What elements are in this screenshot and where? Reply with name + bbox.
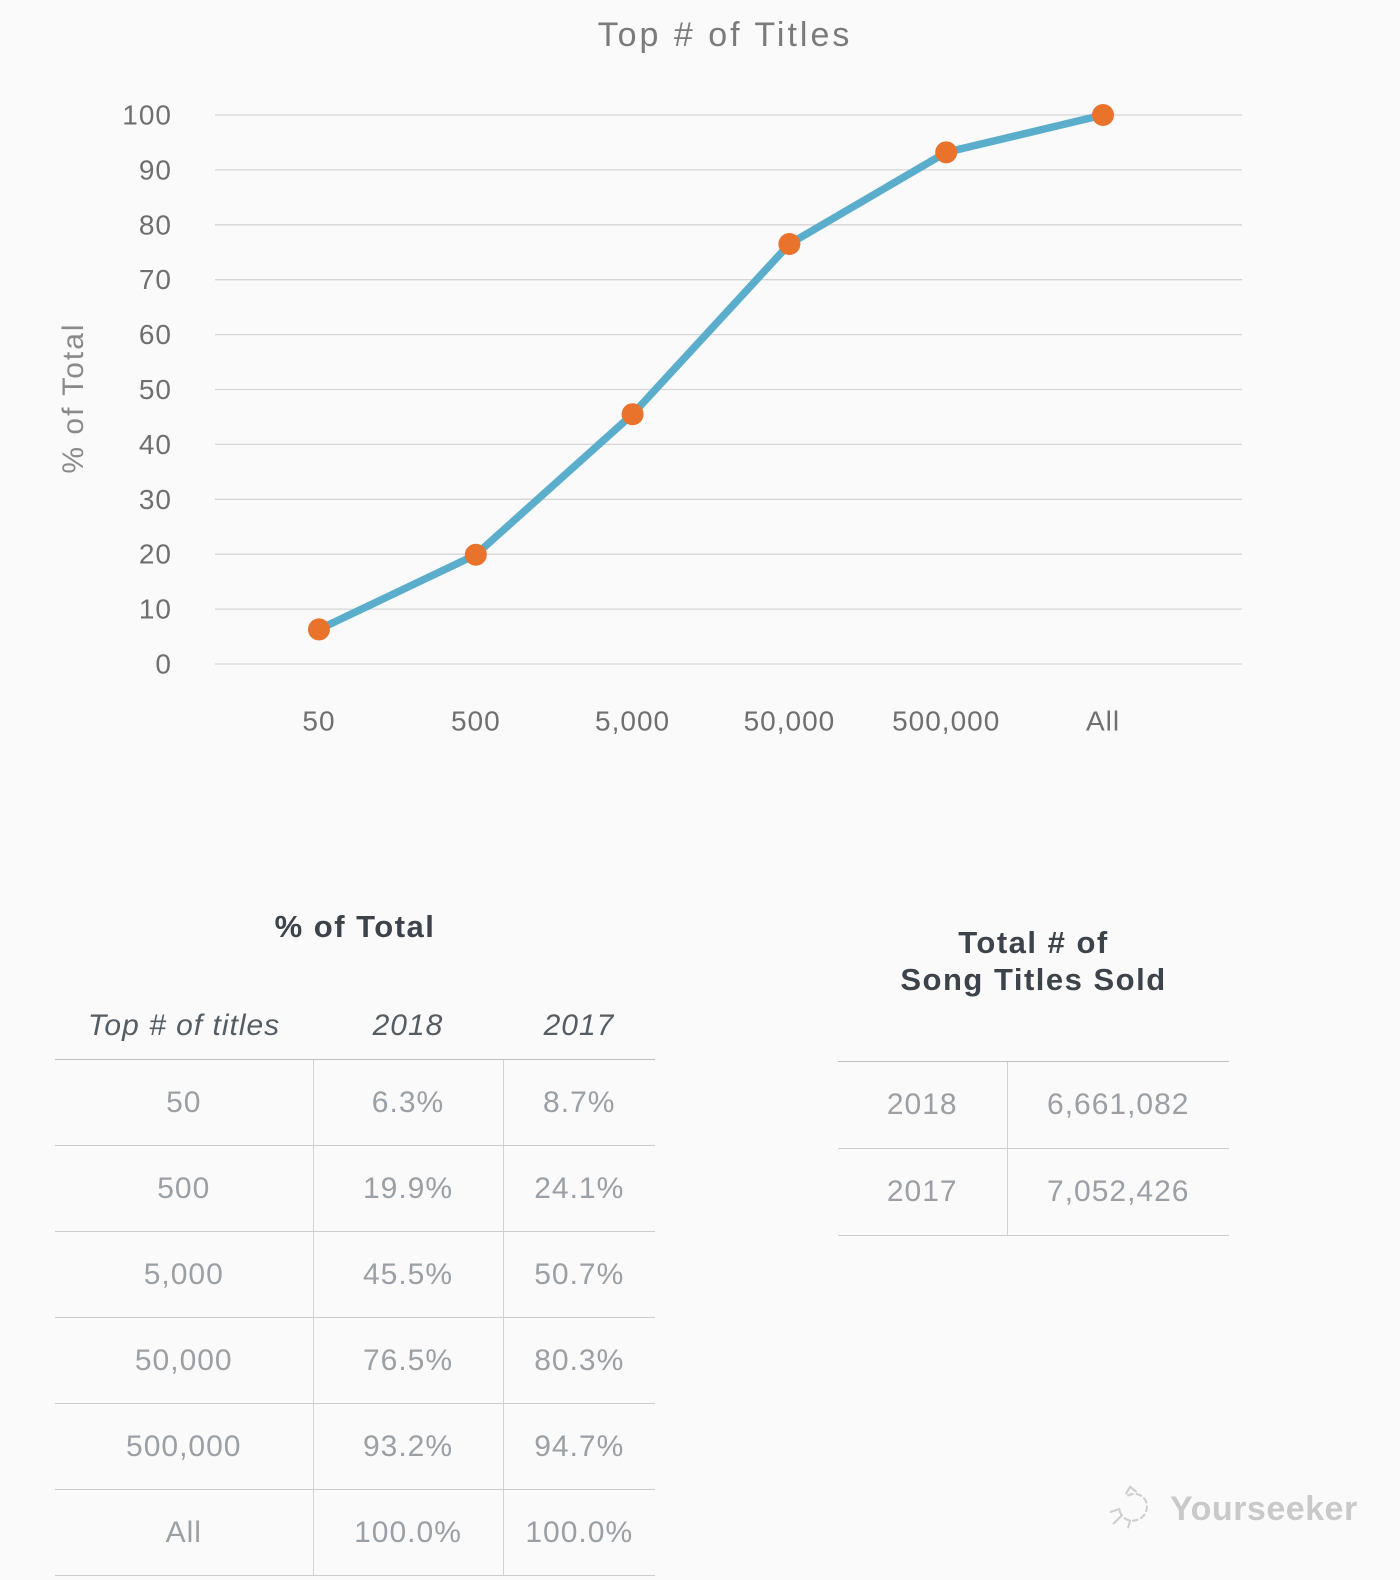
pct-col-header-2017: 2017 (503, 992, 655, 1060)
y-tick-label: 10 (139, 594, 172, 625)
data-point-marker (1092, 104, 1114, 126)
y-tick-label: 50 (139, 374, 172, 405)
value-2018: 93.2% (312, 1403, 503, 1490)
y-tick-label: 100 (122, 100, 172, 131)
total-value: 6,661,082 (1006, 1061, 1229, 1149)
line-chart-plot: 0 10 20 30 40 50 60 70 80 90 100 50 500 5,000 50,000 50… (122, 100, 1242, 737)
value-2017: 8.7% (502, 1059, 655, 1146)
total-value: 7,052,426 (1006, 1148, 1229, 1236)
yourseeker-watermark: Yourseeker (1104, 1480, 1358, 1538)
data-point-marker (464, 543, 487, 566)
y-tick-label: 30 (139, 484, 172, 515)
value-2018: 100.0% (312, 1489, 503, 1576)
pct-table-title: % of Total (274, 909, 436, 944)
value-2017: 100.0% (502, 1489, 655, 1576)
value-2017: 24.1% (502, 1145, 655, 1232)
value-2017: 94.7% (502, 1403, 655, 1490)
x-tick-label: All (1086, 706, 1120, 737)
row-label: 5,000 (55, 1231, 313, 1318)
totals-table: 2018 6,661,082 2017 7,052,426 (838, 1061, 1229, 1236)
row-label: 500,000 (55, 1403, 313, 1490)
y-tick-label: 20 (139, 539, 172, 570)
pct-table-header-row: Top # of titles 2018 2017 (55, 992, 655, 1060)
pct-of-total-table-block: % of Total Top # of titles 2018 2017 50 … (55, 908, 655, 1576)
table-row: 2017 7,052,426 (838, 1148, 1229, 1236)
table-row: 2018 6,661,082 (838, 1061, 1229, 1149)
totals-table-block: Total # of Song Titles Sold 2018 6,661,0… (838, 908, 1229, 1236)
y-tick-label: 0 (155, 649, 172, 680)
value-2018: 45.5% (312, 1231, 503, 1318)
row-label: 50,000 (55, 1317, 313, 1404)
table-row: 500,000 93.2% 94.7% (55, 1403, 655, 1490)
value-2017: 50.7% (502, 1231, 655, 1318)
yourseeker-logo-icon (1109, 1485, 1148, 1529)
year-label: 2018 (838, 1061, 1007, 1149)
row-label: All (55, 1489, 313, 1576)
value-2018: 6.3% (312, 1059, 503, 1146)
x-tick-label: 50,000 (744, 706, 836, 737)
y-tick-label: 60 (139, 319, 172, 350)
y-tick-label: 80 (139, 209, 172, 240)
pct-col-header-titles: Top # of titles (55, 992, 313, 1060)
data-point-marker (621, 403, 644, 426)
chart-title: Top # of Titles (597, 16, 853, 54)
data-point-marker (778, 233, 801, 256)
x-tick-label: 50 (302, 706, 335, 737)
table-row: 50,000 76.5% 80.3% (55, 1317, 655, 1404)
pct-col-header-2018: 2018 (313, 992, 503, 1060)
data-point-marker (935, 141, 958, 164)
y-tick-label: 70 (139, 264, 172, 295)
row-label: 50 (55, 1059, 313, 1146)
table-row: 500 19.9% 24.1% (55, 1145, 655, 1232)
year-label: 2017 (838, 1148, 1007, 1236)
y-tick-label: 40 (139, 429, 172, 460)
x-tick-label: 500 (451, 706, 501, 737)
y-tick-label: 90 (139, 154, 172, 185)
x-tick-label: 5,000 (595, 706, 670, 737)
data-point-marker (308, 618, 330, 641)
value-2017: 80.3% (502, 1317, 655, 1404)
chart-line-2018 (315, 111, 1107, 634)
totals-title-line2: Song Titles Sold (900, 962, 1167, 997)
table-row: 50 6.3% 8.7% (55, 1059, 655, 1146)
brand-name: Yourseeker (1170, 1489, 1358, 1528)
value-2018: 76.5% (312, 1317, 503, 1404)
table-row: All 100.0% 100.0% (55, 1489, 655, 1576)
row-label: 500 (55, 1145, 313, 1232)
table-row: 5,000 45.5% 50.7% (55, 1231, 655, 1318)
pct-table: Top # of titles 2018 2017 50 6.3% 8.7% 5… (55, 992, 655, 1576)
totals-title-line1: Total # of (958, 925, 1109, 960)
totals-table-title: Total # of Song Titles Sold (838, 908, 1229, 998)
value-2018: 19.9% (312, 1145, 503, 1232)
x-tick-label: 500,000 (892, 706, 1000, 737)
